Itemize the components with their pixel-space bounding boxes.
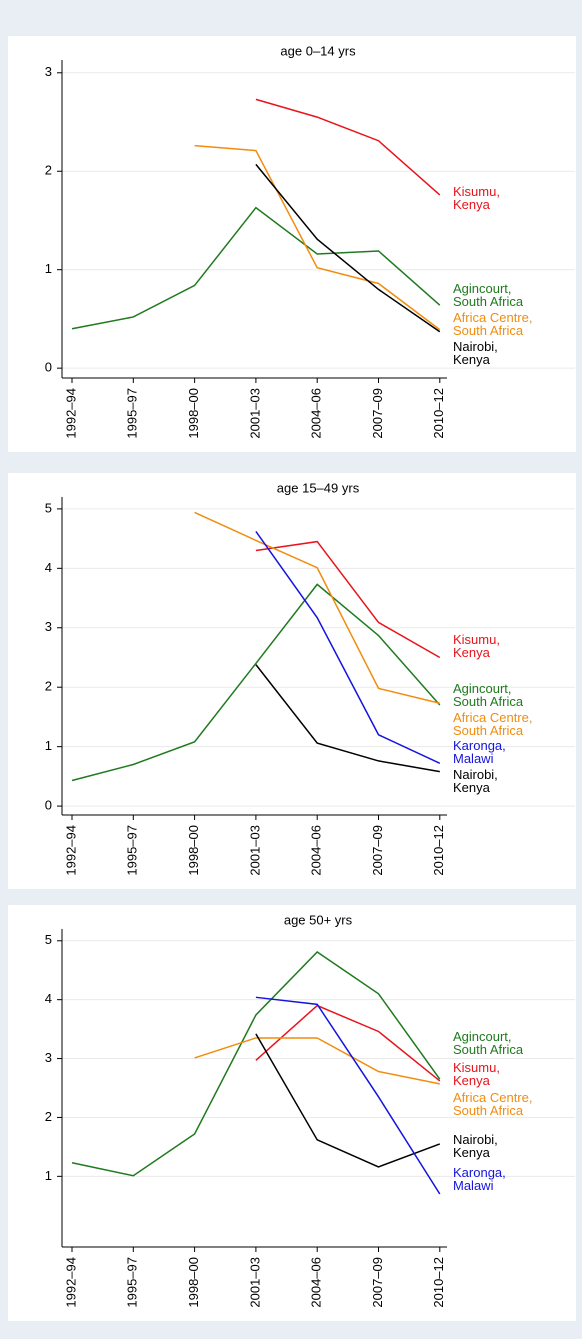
- y-tick-label: 1: [45, 738, 52, 753]
- series-label: Africa Centre, South Africa: [453, 710, 533, 738]
- series-line: [255, 664, 440, 773]
- series-label: Kisumu, Kenya: [453, 1060, 500, 1088]
- series-label: Agincourt, South Africa: [453, 1029, 524, 1057]
- series-line: [71, 950, 441, 1177]
- series-label: Nairobi, Kenya: [453, 339, 498, 367]
- series-line: [255, 163, 441, 333]
- series-line: [194, 511, 440, 704]
- x-tick-label: 2004–06: [309, 388, 324, 439]
- x-tick-label: 1992–94: [63, 825, 78, 876]
- y-tick-label: 5: [45, 932, 52, 947]
- x-tick-label: 1992–94: [63, 1257, 78, 1308]
- x-tick-label: 1995–97: [125, 1257, 140, 1308]
- series-label: Kisumu, Kenya: [453, 632, 500, 660]
- series-line: [255, 1033, 441, 1168]
- x-tick-label: 1995–97: [125, 388, 140, 439]
- y-tick-label: 5: [45, 500, 52, 515]
- series-line: [194, 1037, 440, 1085]
- series-label: Africa Centre, South Africa: [453, 310, 533, 338]
- x-tick-label: 2007–09: [370, 825, 385, 876]
- panel: [8, 36, 576, 452]
- y-tick-label: 0: [45, 798, 52, 813]
- x-tick-label: 2010–12: [431, 388, 446, 439]
- series-line: [194, 144, 441, 331]
- x-tick-label: 2007–09: [370, 1257, 385, 1308]
- x-tick-label: 2004–06: [309, 1257, 324, 1308]
- panel-title: age 15–49 yrs: [277, 480, 360, 495]
- series-label: Africa Centre, South Africa: [453, 1090, 533, 1118]
- x-tick-label: 2001–03: [247, 388, 262, 439]
- x-tick-label: 1998–00: [186, 388, 201, 439]
- series-label: Agincourt, South Africa: [453, 681, 524, 709]
- y-tick-label: 2: [45, 163, 52, 178]
- y-tick-label: 2: [45, 1109, 52, 1124]
- y-tick-label: 2: [45, 679, 52, 694]
- x-tick-label: 2010–12: [431, 825, 446, 876]
- y-tick-label: 1: [45, 261, 52, 276]
- series-label: Kisumu, Kenya: [453, 184, 500, 212]
- x-tick-label: 2007–09: [370, 388, 385, 439]
- series-label: Nairobi, Kenya: [453, 767, 498, 795]
- y-tick-label: 3: [45, 1050, 52, 1065]
- series-label: Nairobi, Kenya: [453, 1132, 498, 1160]
- panel-title: age 50+ yrs: [284, 912, 353, 927]
- panel: [8, 473, 576, 889]
- series-line: [255, 98, 441, 196]
- panel: [8, 905, 576, 1321]
- series-line: [71, 583, 441, 782]
- series-line: [255, 540, 441, 659]
- panel-title: age 0–14 yrs: [280, 43, 356, 58]
- series-line: [255, 531, 441, 764]
- x-tick-label: 1998–00: [186, 825, 201, 876]
- series-label: Agincourt, South Africa: [453, 281, 524, 309]
- y-tick-label: 3: [45, 64, 52, 79]
- x-tick-label: 2001–03: [247, 825, 262, 876]
- series-label: Karonga, Malawi: [453, 738, 506, 766]
- series-line: [255, 1004, 441, 1082]
- series-line: [71, 206, 441, 330]
- y-tick-label: 4: [45, 560, 52, 575]
- x-tick-label: 2004–06: [309, 825, 324, 876]
- x-tick-label: 1995–97: [125, 825, 140, 876]
- x-tick-label: 2010–12: [431, 1257, 446, 1308]
- x-tick-label: 1992–94: [63, 388, 78, 439]
- y-tick-label: 1: [45, 1168, 52, 1183]
- x-tick-label: 1998–00: [186, 1257, 201, 1308]
- series-label: Karonga, Malawi: [453, 1165, 506, 1193]
- series-line: [255, 996, 441, 1195]
- y-tick-label: 0: [45, 360, 52, 375]
- y-tick-label: 3: [45, 619, 52, 634]
- y-tick-label: 4: [45, 991, 52, 1006]
- x-tick-label: 2001–03: [247, 1257, 262, 1308]
